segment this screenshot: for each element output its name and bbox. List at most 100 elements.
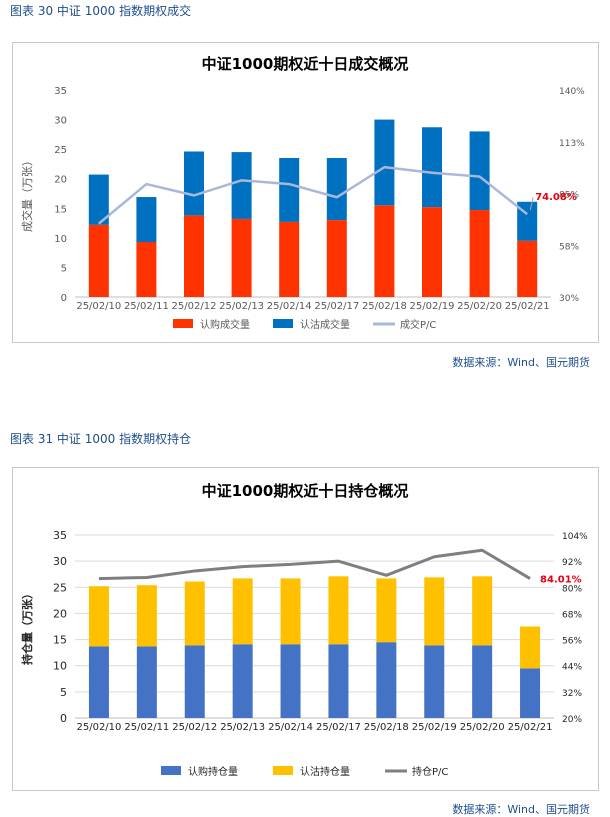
source-note-volume: 数据来源：Wind、国元期货 — [452, 356, 590, 369]
source-note-open-interest: 数据来源：Wind、国元期货 — [452, 803, 590, 816]
x-axis-tick-label: 25/02/10 — [76, 722, 121, 733]
y-axis-tick-label: 0 — [61, 293, 67, 304]
x-axis-tick-label: 25/02/10 — [76, 301, 121, 312]
y2-axis-tick-label: 56% — [562, 637, 582, 647]
pc-ratio-line — [98, 165, 528, 225]
bar-put — [326, 158, 347, 221]
x-axis-tick-label: 25/02/17 — [316, 722, 361, 733]
legend-label: 认沽成交量 — [300, 318, 350, 331]
bar-put — [279, 158, 300, 222]
y-axis-tick-label: 30 — [54, 116, 67, 127]
legend-label: 认购成交量 — [200, 318, 250, 331]
bar-call — [279, 221, 300, 297]
bar-put — [88, 174, 109, 225]
bar-call — [184, 215, 204, 297]
y-axis-tick-label: 35 — [53, 529, 67, 542]
y-axis-tick-label: 10 — [54, 234, 67, 245]
y-axis-tick-label: 20 — [53, 607, 67, 620]
pc-ratio-annotation: 74.08% — [535, 192, 577, 203]
bar-put — [136, 585, 157, 647]
x-axis-tick-label: 25/02/14 — [267, 301, 312, 312]
x-axis-tick-label: 25/02/13 — [219, 301, 264, 312]
y2-axis-tick-label: 80% — [562, 584, 582, 594]
y2-axis-tick-label: 44% — [562, 663, 582, 673]
y-axis-tick-label: 5 — [60, 686, 67, 699]
y-axis-tick-label: 20 — [54, 175, 67, 186]
y2-axis-tick-label: 85% — [559, 191, 579, 201]
chart-panel-open-interest: 中证1000期权近十日持仓概况 0 5 10 15 20 25 30 35 20% 32% 44% 56… — [12, 467, 599, 791]
legend-swatch — [173, 319, 193, 328]
bar-put — [520, 626, 541, 669]
bar-put — [280, 578, 301, 645]
bar-put — [376, 578, 397, 643]
y2-axis-tick-label: 30% — [559, 294, 579, 304]
y-axis-tick-label: 35 — [54, 86, 67, 97]
annotation-leader — [529, 197, 534, 211]
volume-chart: 中证1000期权近十日成交概况 0 5 10 15 20 25 30 35 30% 58% 85% 11… — [20, 55, 585, 331]
bar-put — [232, 578, 253, 645]
legend-label: 认沽持仓量 — [300, 765, 350, 778]
bar-put — [469, 131, 490, 211]
bar-call — [326, 220, 347, 297]
y-axis-tick-label: 30 — [53, 555, 67, 568]
chart-title: 中证1000期权近十日持仓概况 — [202, 482, 409, 500]
x-axis-tick-label: 25/02/20 — [460, 722, 505, 733]
bar-call — [328, 644, 349, 718]
legend-label: 认购持仓量 — [188, 765, 238, 778]
y2-axis-tick-label: 104% — [562, 532, 588, 542]
bar-call — [374, 205, 395, 297]
bar-call — [136, 646, 157, 718]
x-axis-tick-label: 25/02/21 — [508, 722, 553, 733]
x-axis-tick-label: 25/02/19 — [412, 722, 457, 733]
chart-title: 中证1000期权近十日成交概况 — [202, 55, 409, 73]
figure-caption-volume: 图表 30 中证 1000 指数期权成交 — [10, 4, 192, 18]
x-axis-tick-label: 25/02/11 — [124, 722, 169, 733]
y-axis-tick-label: 25 — [54, 145, 67, 156]
x-axis-tick-label: 25/02/18 — [362, 301, 407, 312]
figure-caption-open-interest: 图表 31 中证 1000 指数期权持仓 — [10, 432, 192, 446]
bar-call — [280, 644, 301, 718]
legend-swatch — [161, 766, 181, 775]
bar-put — [184, 581, 205, 646]
x-axis-tick-label: 25/02/11 — [124, 301, 169, 312]
bar-call — [232, 644, 253, 718]
bar-put — [472, 576, 493, 646]
bar-put — [184, 151, 204, 216]
x-axis-tick-label: 25/02/18 — [364, 722, 409, 733]
y-axis-tick-label: 15 — [53, 634, 67, 647]
bar-call — [88, 646, 109, 718]
bar-call — [184, 645, 205, 718]
legend-label: 持仓P/C — [412, 765, 448, 778]
bar-put — [231, 152, 252, 219]
y-axis-tick-label: 5 — [61, 263, 67, 274]
bar-call — [376, 642, 397, 718]
open-interest-chart: 中证1000期权近十日持仓概况 0 5 10 15 20 25 30 35 20% 32% 44% 56… — [20, 482, 588, 778]
y-axis-label: 成交量（万张） — [20, 155, 34, 232]
bar-call — [422, 207, 442, 297]
pc-ratio-line — [98, 548, 531, 581]
y2-axis-tick-label: 140% — [559, 87, 585, 97]
y2-axis-tick-label: 32% — [562, 689, 582, 699]
bar-put — [328, 576, 349, 645]
bar-call — [469, 210, 490, 297]
bar-call — [231, 218, 252, 297]
legend-swatch — [273, 319, 293, 328]
bar-call — [136, 241, 157, 297]
x-axis-tick-label: 25/02/21 — [505, 301, 550, 312]
legend-label: 成交P/C — [400, 318, 436, 331]
y-axis-label: 持仓量（万张） — [20, 588, 34, 665]
bar-put — [136, 197, 157, 242]
y2-axis-tick-label: 20% — [562, 715, 582, 725]
bar-call — [424, 645, 445, 718]
bar-put — [422, 127, 442, 208]
bar-call — [517, 240, 538, 297]
y2-axis-tick-label: 68% — [562, 610, 582, 620]
bar-put — [424, 577, 445, 646]
x-axis-tick-label: 25/02/14 — [268, 722, 313, 733]
x-axis-tick-label: 25/02/12 — [172, 301, 217, 312]
chart-panel-volume: 中证1000期权近十日成交概况 0 5 10 15 20 25 30 35 30% 58% 85% 11… — [12, 42, 599, 343]
legend-swatch — [273, 766, 293, 775]
bar-put — [374, 119, 395, 206]
pc-ratio-annotation: 84.01% — [540, 575, 582, 586]
x-axis-tick-label: 25/02/17 — [314, 301, 359, 312]
